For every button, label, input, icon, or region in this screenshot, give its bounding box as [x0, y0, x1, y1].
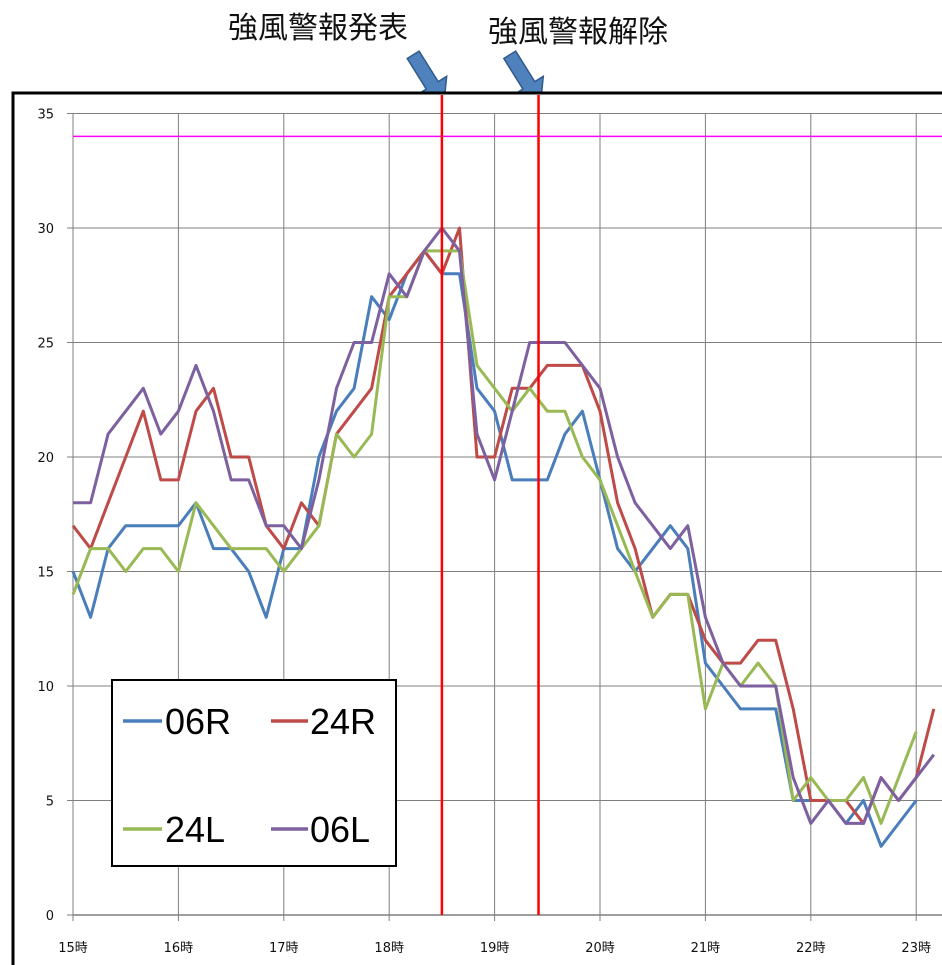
x-tick-label: 16時 [164, 941, 194, 956]
event-lines [440, 95, 540, 915]
y-tick-label: 35 [37, 108, 54, 123]
series-line-06L [73, 226, 935, 825]
arrow-shape [502, 50, 545, 106]
x-axis-ticks: 15時 16時 17時 18時 19時 20時 21時 22時 23時 [58, 941, 931, 956]
x-tick-label: 15時 [58, 941, 88, 956]
x-tick-label: 22時 [796, 941, 826, 956]
warning-issued-label: 強風警報発表 [228, 11, 408, 46]
y-tick-label: 20 [37, 451, 54, 466]
legend-label-06L: 06L [310, 809, 370, 850]
arrow-icon [406, 50, 448, 106]
y-tick-label: 30 [37, 222, 54, 237]
x-tick-label: 23時 [901, 941, 931, 956]
arrow-icon [502, 50, 545, 106]
arrow-shape [406, 50, 448, 106]
y-tick-label: 0 [46, 909, 54, 924]
legend-label-24R: 24R [310, 701, 376, 742]
x-tick-label: 20時 [585, 941, 615, 956]
series-lines [71, 226, 936, 848]
legend: 06R 24R 24L 06L [111, 679, 397, 867]
y-tick-label: 5 [46, 795, 54, 810]
series-line-06R [71, 249, 918, 848]
legend-box [111, 679, 397, 867]
legend-label-06R: 06R [165, 701, 231, 742]
x-tick-label: 17時 [269, 941, 299, 956]
series-line-24R [71, 226, 936, 825]
x-tick-label: 18時 [374, 941, 404, 956]
x-tick-label: 21時 [691, 941, 721, 956]
y-tick-label: 25 [37, 337, 54, 352]
x-tick-label: 19時 [480, 941, 510, 956]
warning-lifted-label: 強風警報解除 [488, 15, 668, 50]
y-axis-ticks: 0 5 10 15 20 25 30 35 [37, 108, 54, 925]
y-tick-label: 15 [37, 566, 54, 581]
y-tick-label: 10 [37, 680, 54, 695]
legend-label-24L: 24L [165, 809, 225, 850]
annotation-arrows [406, 50, 545, 106]
